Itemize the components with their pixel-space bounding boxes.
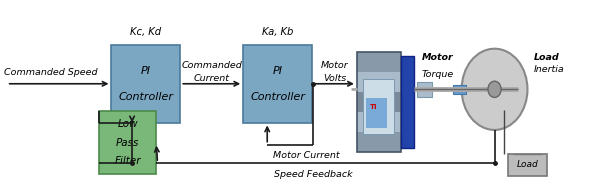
Text: Load: Load [517,161,538,169]
Text: Current: Current [194,74,230,83]
Text: Controller: Controller [250,92,305,102]
Text: Controller: Controller [118,92,173,102]
Text: PI: PI [141,66,151,76]
FancyBboxPatch shape [112,45,180,123]
FancyBboxPatch shape [357,52,401,72]
FancyBboxPatch shape [363,79,394,134]
FancyBboxPatch shape [508,154,547,176]
Text: Ka, Kb: Ka, Kb [262,27,293,37]
FancyBboxPatch shape [357,132,401,152]
Text: Volts: Volts [323,74,346,83]
FancyBboxPatch shape [357,112,401,132]
Ellipse shape [488,81,501,97]
FancyBboxPatch shape [401,56,414,148]
Text: Motor Current: Motor Current [273,151,340,160]
Text: Load: Load [533,53,559,62]
FancyBboxPatch shape [452,85,466,94]
Ellipse shape [461,49,527,130]
Text: PI: PI [272,66,283,76]
Text: TI: TI [370,104,377,110]
FancyBboxPatch shape [100,111,157,174]
Text: Pass: Pass [116,138,140,148]
FancyBboxPatch shape [357,92,401,112]
FancyBboxPatch shape [417,82,431,97]
Text: Low: Low [118,119,138,129]
Text: Commanded: Commanded [181,61,242,70]
Text: Filter: Filter [115,156,141,166]
Text: Motor: Motor [422,53,454,62]
Text: Speed Feedback: Speed Feedback [274,170,353,179]
Text: Torque: Torque [422,70,454,79]
Text: Inertia: Inertia [533,65,564,73]
FancyBboxPatch shape [366,98,388,128]
FancyBboxPatch shape [243,45,312,123]
Text: Commanded Speed: Commanded Speed [4,68,97,77]
FancyBboxPatch shape [357,72,401,92]
Text: Motor: Motor [320,61,348,70]
Text: Kc, Kd: Kc, Kd [130,27,161,37]
